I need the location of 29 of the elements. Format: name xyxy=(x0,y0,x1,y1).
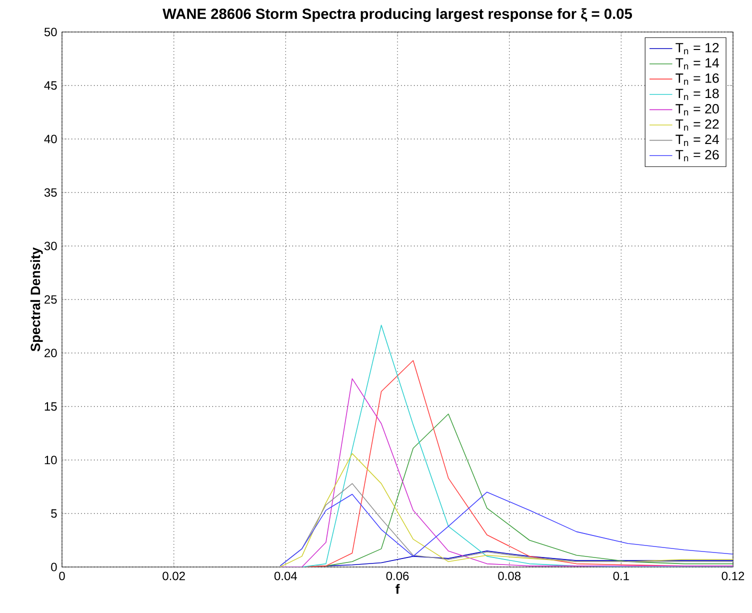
x-tick-label: 0.04 xyxy=(274,572,297,580)
x-tick-label: 0 xyxy=(59,572,65,580)
legend-label: T$_{n}$ = 12 xyxy=(676,42,719,54)
y-tick-label: 45 xyxy=(44,81,57,90)
y-axis-title: Spectral Density xyxy=(30,247,43,352)
y-tick-label: 20 xyxy=(44,348,57,358)
y-tick-label: 35 xyxy=(44,188,57,197)
x-tick-label: 0.08 xyxy=(498,572,520,580)
legend-label: T$_{n}$ = 18 xyxy=(676,88,719,100)
legend-label: T$_{n}$ = 26 xyxy=(676,150,719,162)
legend-label: T$_{n}$ = 22 xyxy=(676,119,719,131)
legend-label: T$_{n}$ = 16 xyxy=(676,73,719,85)
y-tick-label: 30 xyxy=(44,242,57,250)
x-tick-label: 0.06 xyxy=(386,572,409,580)
y-tick-label: 25 xyxy=(44,295,57,304)
y-tick-label: 50 xyxy=(44,28,57,36)
y-tick-label: 15 xyxy=(44,402,57,411)
y-tick-label: 10 xyxy=(44,456,57,464)
x-axis-title: f xyxy=(396,584,400,594)
legend-label: T$_{n}$ = 14 xyxy=(676,58,719,70)
x-tick-label: 0.1 xyxy=(613,572,629,580)
y-tick-label: 0 xyxy=(51,562,57,572)
legend-label: T$_{n}$ = 24 xyxy=(676,134,719,146)
y-tick-label: 5 xyxy=(51,509,57,518)
x-tick-label: 0.12 xyxy=(722,572,744,580)
y-tick-label: 40 xyxy=(44,134,57,144)
chart-title: WANE 28606 Storm Spectra producing largest response for ξ = 0.05 xyxy=(162,8,632,22)
x-tick-label: 0.02 xyxy=(162,572,185,580)
legend-label: T$_{n}$ = 20 xyxy=(676,104,719,116)
